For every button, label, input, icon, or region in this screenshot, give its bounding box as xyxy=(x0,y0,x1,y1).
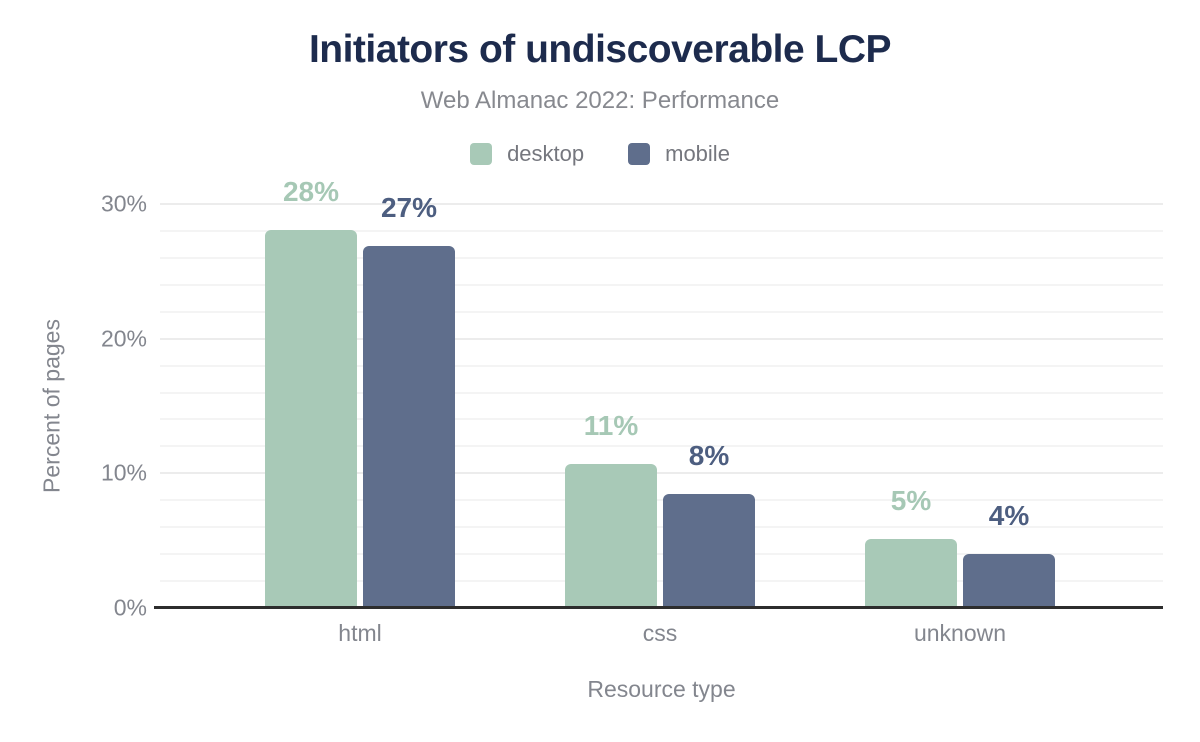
chart-subtitle: Web Almanac 2022: Performance xyxy=(420,87,780,114)
legend-label-desktop: desktop xyxy=(507,141,585,166)
gridline xyxy=(160,203,1163,205)
gridline xyxy=(160,445,1163,448)
gridline xyxy=(160,310,1163,313)
gridline xyxy=(160,229,1163,232)
plot-area: 28% 27% 11% 8% 5% 4% xyxy=(154,176,1163,609)
gridline xyxy=(160,499,1163,502)
legend-item-desktop: desktop xyxy=(470,141,584,167)
gridline xyxy=(160,472,1163,475)
x-axis-title: Resource type xyxy=(587,676,736,702)
category-label-unknown: unknown xyxy=(913,620,1007,646)
value-label-desktop-html: 28% xyxy=(282,175,340,207)
category-label-css: css xyxy=(642,620,678,646)
x-axis-tick-labels: html css unknown xyxy=(160,620,1163,648)
gridline xyxy=(160,418,1163,421)
value-label-mobile-css: 8% xyxy=(688,439,730,471)
legend-swatch-mobile-icon xyxy=(628,143,651,165)
y-tick-label-30: 30% xyxy=(100,190,147,217)
gridline xyxy=(160,364,1163,367)
gridline xyxy=(160,553,1163,556)
legend-item-mobile: mobile xyxy=(628,141,730,167)
legend: desktop mobile xyxy=(0,141,1200,167)
y-axis-tick-labels: 0% 10% 20% 30% xyxy=(0,191,147,621)
legend-label-mobile: mobile xyxy=(665,141,730,166)
bar-mobile-unknown xyxy=(963,554,1055,608)
value-label-desktop-css: 11% xyxy=(583,409,639,441)
bar-desktop-css xyxy=(565,463,657,608)
gridline xyxy=(160,283,1163,286)
bar-desktop-unknown xyxy=(865,539,957,608)
bar-mobile-css xyxy=(663,493,755,608)
gridline xyxy=(160,256,1163,259)
x-axis-line xyxy=(154,606,1163,609)
y-tick-label-20: 20% xyxy=(100,325,147,352)
gridline xyxy=(160,337,1163,340)
gridline xyxy=(160,391,1163,394)
chart-title: Initiators of undiscoverable LCP xyxy=(308,28,892,71)
y-tick-label-0: 0% xyxy=(113,594,147,621)
value-label-mobile-html: 27% xyxy=(380,191,438,223)
value-label-desktop-unknown: 5% xyxy=(890,485,932,517)
gridline xyxy=(160,580,1163,583)
y-tick-label-10: 10% xyxy=(100,459,147,486)
bar-desktop-html xyxy=(265,229,357,608)
category-label-html: html xyxy=(338,620,382,646)
bar-mobile-html xyxy=(363,245,455,608)
legend-swatch-desktop-icon xyxy=(470,143,493,165)
value-label-mobile-unknown: 4% xyxy=(988,500,1030,532)
gridline xyxy=(160,526,1163,529)
